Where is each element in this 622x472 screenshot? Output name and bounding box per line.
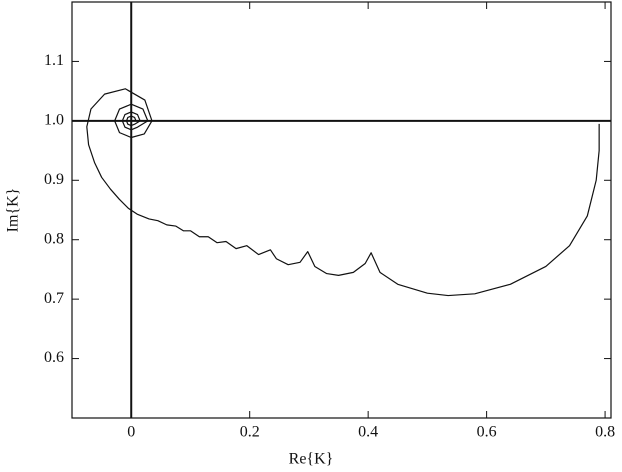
curve	[86, 88, 600, 297]
x-tick-label: 0	[127, 424, 135, 441]
plot-frame	[71, 1, 612, 419]
y-tick-label: 0.8	[44, 230, 64, 247]
y-tick-label: 1.0	[44, 112, 64, 129]
y-tick-label: 0.9	[44, 171, 64, 188]
y-axis-label: Im{K}	[5, 188, 22, 233]
y-tick-label: 0.7	[44, 290, 64, 307]
x-axis-label: Re{K}	[289, 451, 334, 468]
x-tick-label: 0.6	[477, 424, 497, 441]
y-tick-label: 0.6	[44, 349, 64, 366]
x-tick-label: 0.2	[240, 424, 260, 441]
x-tick-label: 0.4	[358, 424, 378, 441]
y-tick-label: 1.1	[44, 52, 64, 69]
x-tick-label: 0.8	[595, 424, 615, 441]
